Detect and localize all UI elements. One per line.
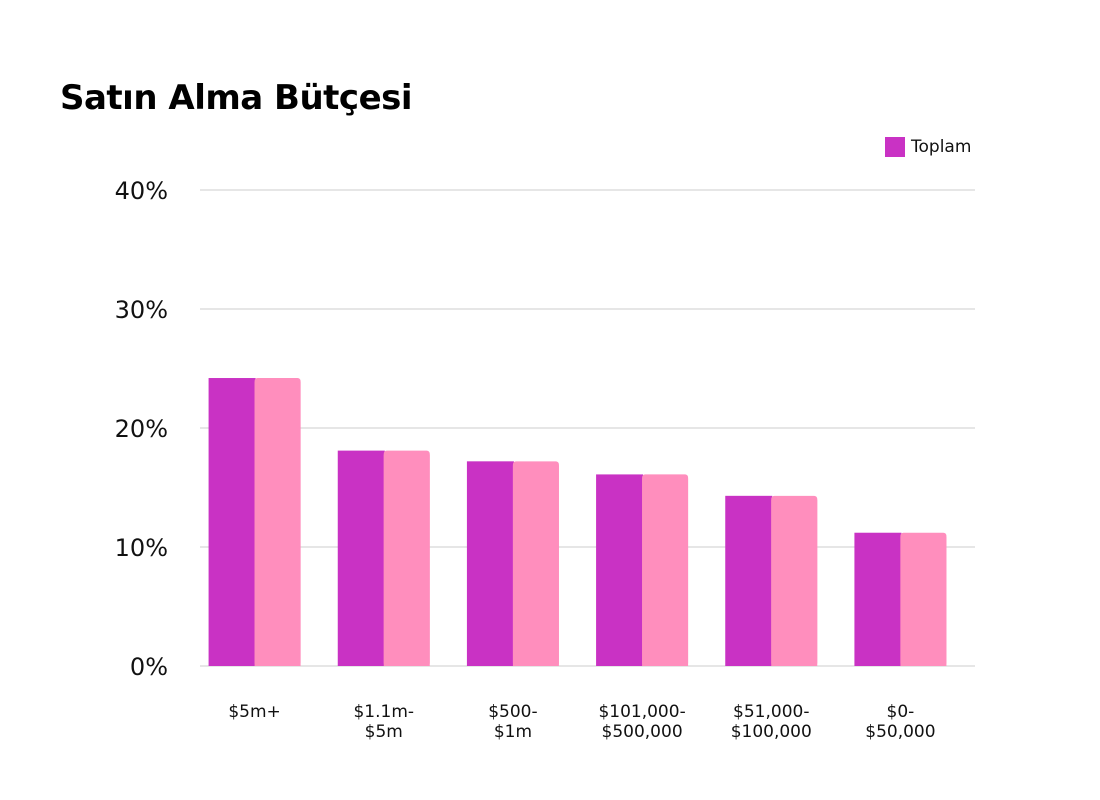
bar-right-fill (254, 382, 301, 666)
x-tick-line: $1m (494, 722, 532, 742)
bar-left-half (596, 474, 644, 666)
x-tick-label: $5m+ (228, 702, 280, 722)
x-tick-line: $500- (488, 702, 537, 722)
bar-left-half (208, 378, 256, 666)
bar (208, 378, 301, 666)
y-tick-label: 30% (115, 296, 168, 324)
bar-right-fill (512, 465, 559, 666)
x-tick-line: $1.1m- (353, 702, 414, 722)
bar-right-fill (900, 536, 947, 666)
x-tick-line: $101,000- (598, 702, 685, 722)
bar-right-fill (771, 499, 818, 666)
bar-right-fill (383, 454, 430, 666)
x-tick-line: $0- (887, 702, 915, 722)
y-tick-label: 10% (115, 534, 168, 562)
x-tick-label: $1.1m-$5m (353, 702, 414, 742)
x-tick-label: $51,000-$100,000 (731, 702, 812, 742)
y-tick-label: 40% (115, 177, 168, 205)
y-tick-label: 20% (115, 415, 168, 443)
bar-left-half (854, 532, 902, 666)
bar (725, 495, 818, 666)
x-tick-line: $50,000 (865, 722, 935, 742)
x-tick-label: $500-$1m (488, 702, 537, 742)
legend-swatch (885, 137, 905, 157)
bar-right-fill (642, 478, 689, 666)
y-tick-label: 0% (130, 653, 168, 681)
chart-title: Satın Alma Bütçesi (60, 78, 413, 118)
bar (596, 474, 689, 666)
legend-label: Toplam (911, 137, 972, 157)
bar (337, 450, 430, 666)
x-tick-line: $51,000- (733, 702, 809, 722)
x-tick-label: $101,000-$500,000 (598, 702, 685, 742)
x-tick-label: $0-$50,000 (865, 702, 935, 742)
x-tick-line: $5m+ (228, 702, 280, 722)
chart-legend: Toplam (885, 137, 971, 157)
x-tick-line: $500,000 (602, 722, 683, 742)
bar-left-half (466, 461, 514, 666)
bar (854, 532, 947, 666)
bar-left-half (337, 450, 385, 666)
x-tick-line: $5m (365, 722, 403, 742)
bar (466, 461, 559, 666)
bar-left-half (725, 495, 773, 666)
x-tick-line: $100,000 (731, 722, 812, 742)
